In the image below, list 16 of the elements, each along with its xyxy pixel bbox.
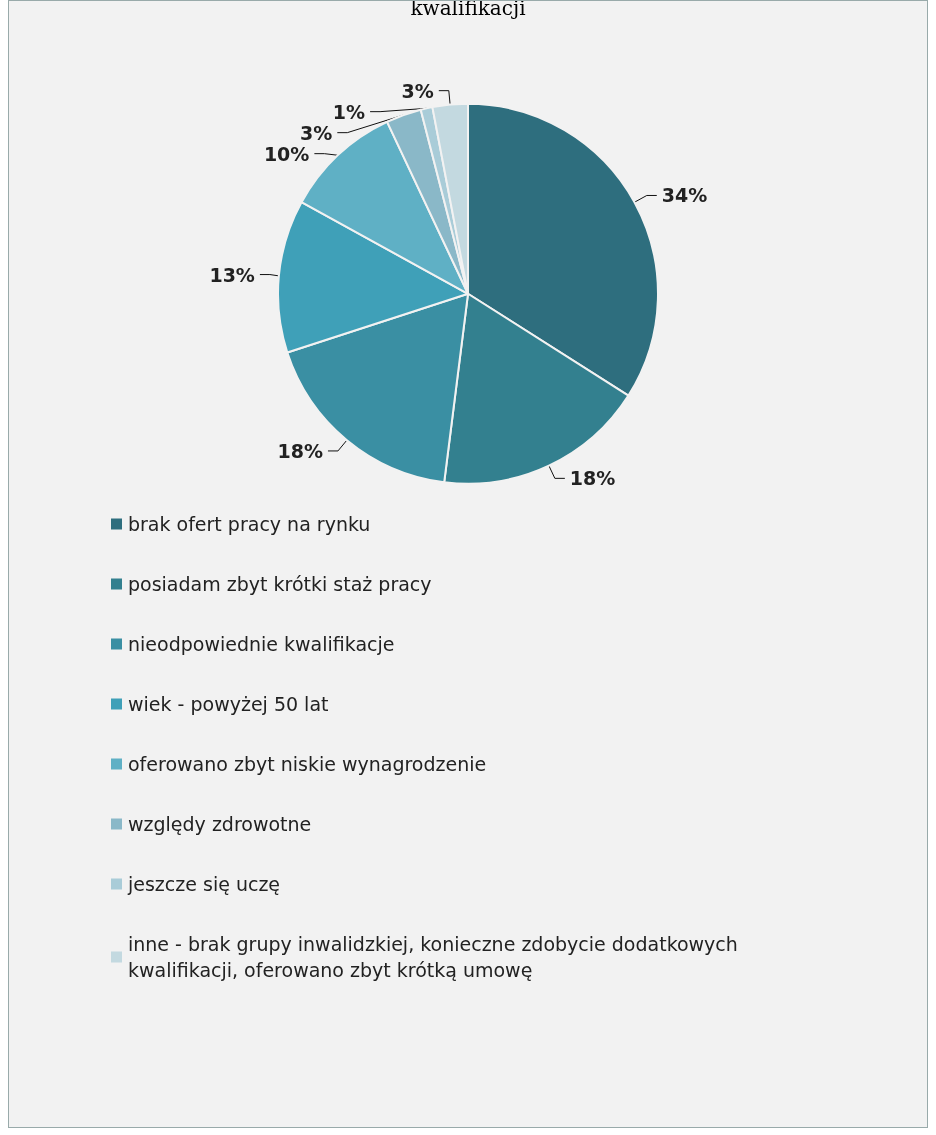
- legend-label: wiek - powyżej 50 lat: [128, 693, 329, 715]
- legend-label: inne - brak grupy inwalidzkiej, konieczne zdobycie dodatkowych kwalifikacji, oferowano zbyt krótką umowę: [128, 933, 744, 981]
- data-label: 10%: [263, 142, 310, 165]
- legend-label: oferowano zbyt niskie wynagrodzenie: [128, 753, 487, 775]
- data-label: 18%: [569, 467, 616, 490]
- legend-label: nieodpowiednie kwalifikacje: [128, 633, 395, 655]
- data-label: 18%: [277, 439, 323, 462]
- data-label: 13%: [209, 263, 255, 286]
- data-label: 3%: [401, 79, 434, 102]
- data-label: 3%: [300, 121, 333, 144]
- legend-label: posiadam zbyt krótki staż pracy: [128, 573, 432, 595]
- data-label: 1%: [332, 100, 366, 123]
- legend-label: jeszcze się uczę: [127, 873, 281, 895]
- legend-label: brak ofert pracy na rynku: [128, 513, 371, 535]
- data-label: 34%: [661, 184, 708, 207]
- legend-label: względy zdrowotne: [128, 813, 312, 835]
